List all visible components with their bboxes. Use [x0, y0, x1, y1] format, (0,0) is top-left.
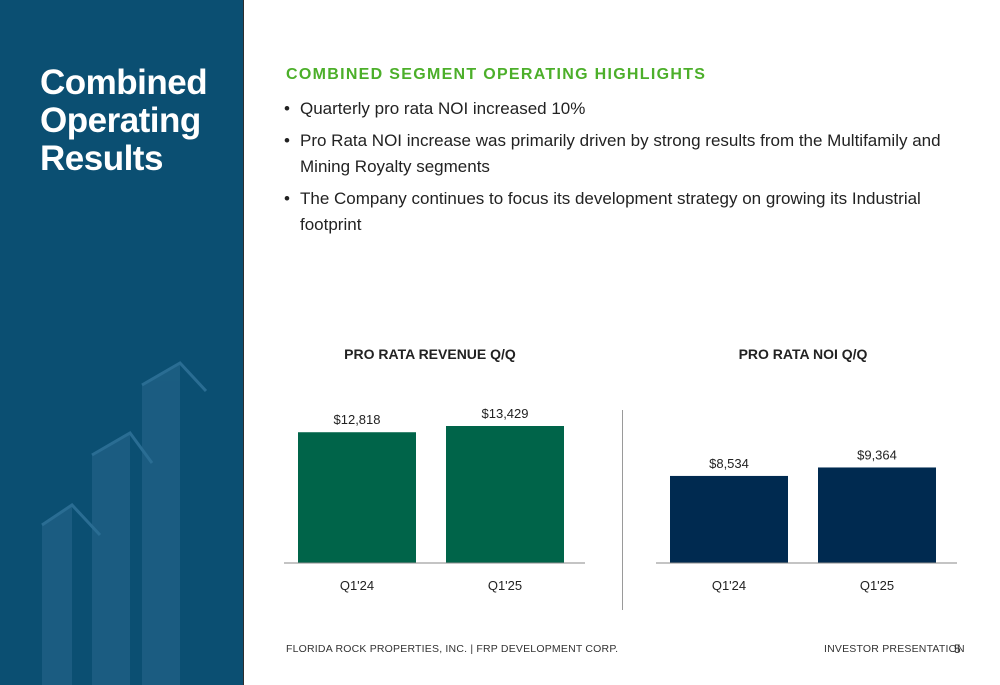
bar	[670, 475, 788, 563]
highlight-text: Quarterly pro rata NOI increased 10%	[300, 99, 586, 118]
building-graphic-icon	[41, 361, 208, 685]
revenue-chart-title: PRO RATA REVENUE Q/Q	[344, 346, 516, 362]
page-number: 5	[954, 642, 961, 656]
bullet-icon: •	[284, 99, 290, 118]
highlight-item: • Quarterly pro rata NOI increased 10%	[282, 96, 962, 122]
section-heading: COMBINED SEGMENT OPERATING HIGHLIGHTS	[286, 66, 707, 83]
data-label: $12,818	[334, 412, 381, 427]
footer-label: INVESTOR PRESENTATION	[824, 643, 965, 655]
revenue-chart: $12,818 Q1'24 $13,429 Q1'25	[284, 406, 585, 593]
x-tick-label: Q1'24	[712, 578, 746, 593]
chart-divider	[622, 410, 623, 610]
noi-chart-title: PRO RATA NOI Q/Q	[738, 346, 868, 362]
data-label: $9,364	[857, 447, 897, 462]
highlight-text: Pro Rata NOI increase was primarily driv…	[300, 131, 941, 176]
noi-chart: $8,534 Q1'24 $9,364 Q1'25	[656, 447, 957, 593]
x-tick-label: Q1'24	[340, 578, 374, 593]
data-label: $8,534	[709, 456, 749, 471]
bar	[298, 432, 416, 563]
slide-title: Combined Operating Results	[40, 63, 208, 178]
bar	[446, 426, 564, 563]
bullet-icon: •	[284, 189, 290, 208]
highlights-list: • Quarterly pro rata NOI increased 10% • P…	[282, 96, 962, 244]
highlight-item: • The Company continues to focus its deve…	[282, 186, 962, 238]
data-label: $13,429	[482, 406, 529, 421]
footer-company: FLORIDA ROCK PROPERTIES, INC. | FRP DEVE…	[286, 643, 619, 655]
bar	[818, 467, 936, 563]
highlight-text: The Company continues to focus its devel…	[300, 189, 921, 234]
highlight-item: • Pro Rata NOI increase was primarily dri…	[282, 128, 962, 180]
bullet-icon: •	[284, 131, 290, 150]
x-tick-label: Q1'25	[860, 578, 894, 593]
x-tick-label: Q1'25	[488, 578, 522, 593]
sidebar-panel: Combined Operating Results	[0, 0, 244, 685]
